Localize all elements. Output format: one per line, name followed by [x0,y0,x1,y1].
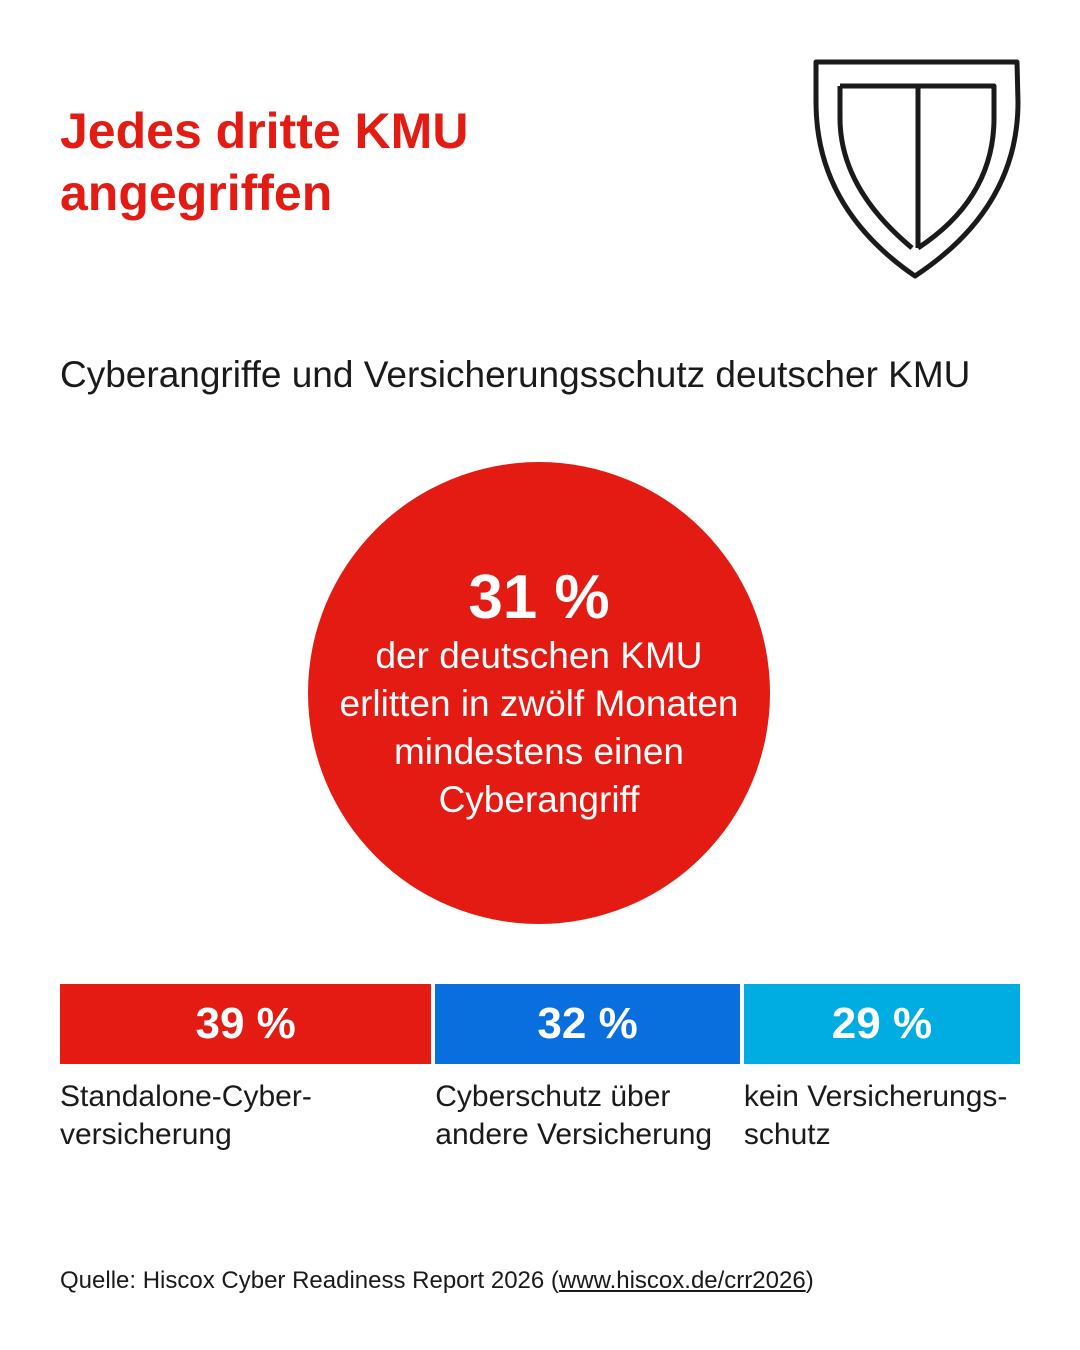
bar-segment: 29 % [743,984,1020,1064]
shield-icon [813,59,1021,279]
bar-category-label-line: kein Versicherungs- [743,1080,1008,1113]
highlight-text-line: erlitten in zwölf Monaten [339,683,739,724]
bar-category-label: Cyberschutz über andere Versicherung [435,1078,712,1154]
highlight-value: 31 % [468,563,610,632]
bar-category-label: Standalone-Cyber-versicherung [60,1078,312,1154]
bar-value-label: 39 % [195,999,296,1048]
bar-segment: 39 % [60,984,432,1064]
source-suffix: ) [805,1267,814,1294]
highlight-text-line: der deutschen KMU [375,635,703,676]
highlight-description: der deutschen KMU erlitten in zwölf Mona… [308,632,770,824]
bar-category-label: kein Versicherungs-schutz [744,1078,1007,1154]
page-title: Jedes dritte KMU angegriffen [60,100,680,224]
bar-value-label: 29 % [831,999,933,1048]
bar-segment: 32 % [435,984,740,1064]
highlight-text-line: mindestens einen [393,731,685,772]
bar-category-label-line: versicherung [60,1118,232,1151]
title-line-1: Jedes dritte KMU [60,103,469,159]
bar-labels: Standalone-Cyber-versicherung Cyberschutz… [60,1078,1020,1168]
highlight-text-line: Cyberangriff [438,779,640,820]
chart-subtitle: Cyberangriffe und Versicherungsschutz de… [60,354,971,395]
source-link[interactable]: www.hiscox.de/crr2026 [558,1267,806,1294]
source-note: Quelle: Hiscox Cyber Readiness Report 20… [60,1266,814,1296]
title-line-2: angegriffen [60,165,333,221]
bar-category-label-line: Standalone-Cyber- [60,1080,312,1113]
bar-category-label-line: schutz [743,1118,831,1151]
stacked-bar: 39 % 32 % 29 % [60,984,1020,1064]
bar-category-label-line: Cyberschutz über [435,1080,671,1113]
highlight-circle: 31 % der deutschen KMU erlitten in zwölf… [308,462,770,924]
bar-value-label: 32 % [537,999,638,1048]
source-prefix: Quelle: Hiscox Cyber Readiness Report 20… [60,1267,559,1294]
bar-category-label-line: andere Versicherung [435,1118,713,1151]
